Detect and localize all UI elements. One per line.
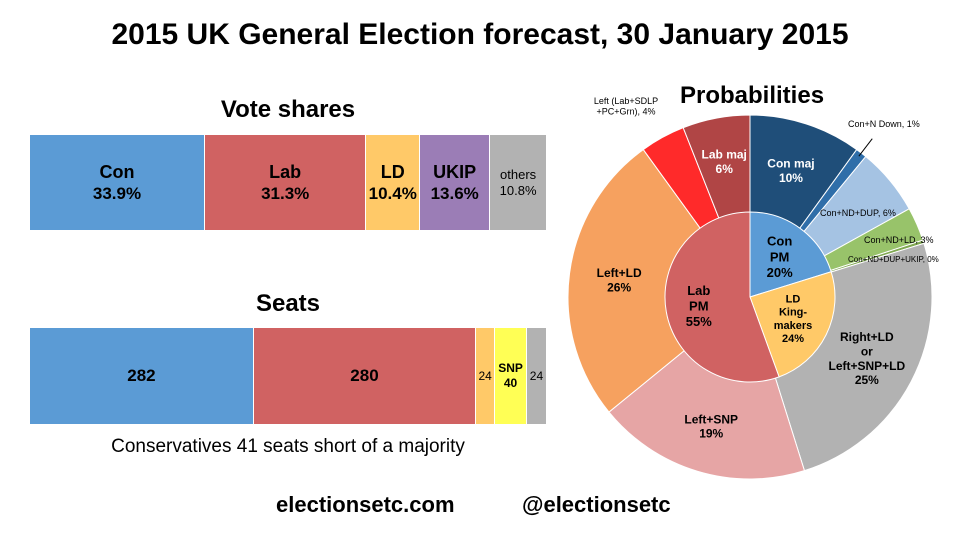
seats-segment-value: 24 — [478, 369, 492, 383]
vote-share-segment: Con 33.9% — [30, 135, 205, 230]
majority-note: Conservatives 41 seats short of a majori… — [111, 436, 465, 457]
seats-title: Seats — [255, 290, 321, 317]
vote-share-segment-value: 33.9% — [92, 183, 142, 203]
vote-share-segment-name: Con — [99, 161, 135, 182]
pie-outer-slice — [567, 148, 751, 413]
seats-segment: SNP 40 — [495, 328, 527, 424]
vote-share-segment-value: 13.6% — [430, 183, 479, 203]
seats-segment: 24 — [526, 328, 546, 424]
vote-share-segment: UKIP 13.6% — [420, 135, 491, 230]
pie-inner-label: Con PM 20% — [767, 234, 793, 280]
pie-outer-label: Con maj 10% — [767, 156, 814, 184]
vote-share-segment-name: UKIP — [433, 161, 477, 182]
vote-share-segment-value: 10.8% — [499, 182, 537, 198]
vote-share-segment-name: Lab — [269, 161, 302, 182]
seats-segment: 282 — [30, 328, 254, 424]
page-title: 2015 UK General Election forecast, 30 Ja… — [111, 18, 849, 51]
pie-outer-label: Con+N Down, 1% — [848, 119, 920, 129]
seats-segment-value: 24 — [529, 369, 544, 383]
vote-share-segment: Lab 31.3% — [204, 135, 367, 230]
seats-segment: 280 — [253, 328, 477, 424]
seats-segment-value: 282 — [127, 366, 156, 385]
footer-site: electionsetc.com — [276, 492, 455, 517]
pie-outer-label: Left (Lab+SDLP +PC+Grn), 4% — [594, 96, 658, 117]
seats-segment-value: 40 — [503, 376, 518, 390]
pie-outer-label: Lab maj 6% — [702, 147, 747, 175]
vote-share-segment-value: 10.4% — [368, 183, 417, 203]
vote-shares-title: Vote shares — [220, 96, 356, 123]
seats-segment-value: 280 — [350, 366, 379, 385]
vote-share-segment: LD 10.4% — [366, 135, 421, 230]
pie-outer-label: Right+LD or Left+SNP+LD 25% — [828, 330, 905, 387]
seats-bar: 282 280 24 SNP 40 24 — [30, 328, 546, 424]
seats-segment-name: SNP — [498, 361, 523, 375]
pie-inner-slice — [749, 271, 836, 378]
pie-leader-line — [858, 138, 873, 157]
pie-inner-slice — [749, 211, 832, 298]
vote-share-segment-name: others — [500, 166, 537, 182]
vote-share-segment-value: 31.3% — [261, 183, 310, 203]
pie-inner-label: Lab PM 55% — [686, 283, 712, 329]
probabilities-title: Probabilities — [680, 82, 825, 109]
pie-inner-label: LD King-makers 24% — [774, 293, 813, 345]
pie-outer-label: Con+ND+DUP, 6% — [820, 208, 896, 218]
pie-inner-slice — [664, 211, 780, 383]
footer-handle: @electionsetc — [522, 492, 671, 517]
pie-outer-label: Con+ND+LD, 3% — [864, 235, 934, 245]
vote-share-segment: others 10.8% — [490, 135, 546, 230]
pie-outer-label: Con+ND+DUP+UKIP, 0% — [848, 255, 939, 264]
vote-shares-bar: Con 33.9% Lab 31.3% LD 10.4% UKIP 13.6% others 10… — [30, 135, 546, 230]
pie-outer-label: Left+LD 26% — [597, 266, 642, 294]
seats-segment: 24 — [476, 328, 496, 424]
pie-outer-label: Left+SNP 19% — [684, 412, 738, 440]
vote-share-segment-name: LD — [380, 161, 405, 182]
